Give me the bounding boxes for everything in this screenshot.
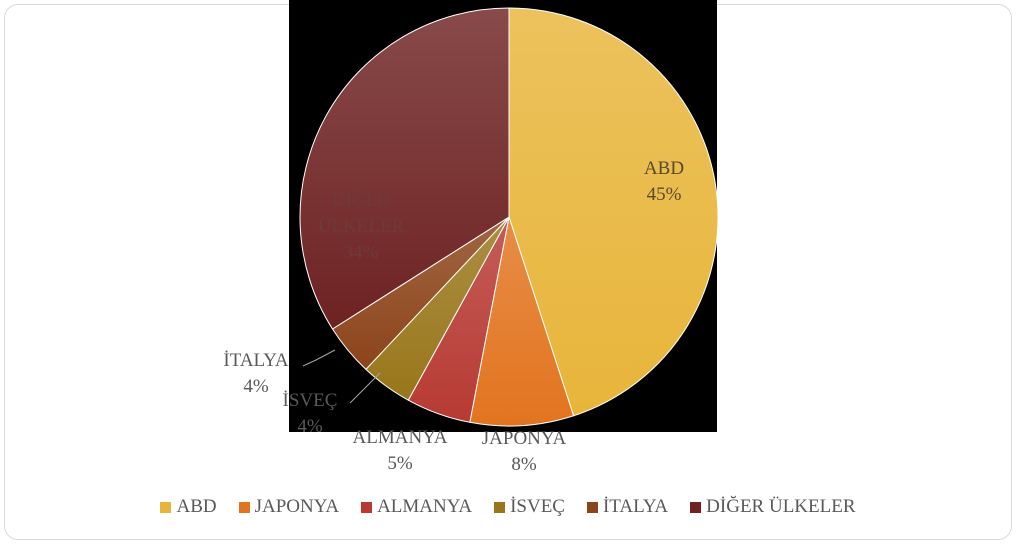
data-label-value: 4%	[297, 416, 323, 437]
data-label-name: ABD	[644, 158, 684, 179]
data-label-name: İTALYA	[223, 350, 288, 371]
data-label-name: JAPONYA	[482, 428, 567, 449]
legend-item-i-svec: İSVEÇ	[494, 496, 565, 518]
legend-item-i-talya: İTALYA	[586, 496, 669, 518]
leader-line-i-talya	[302, 349, 336, 367]
data-label-i-talya: İTALYA 4%	[223, 350, 288, 397]
data-label-japonya: JAPONYA 8%	[482, 428, 567, 475]
data-label-value: 5%	[387, 453, 413, 474]
legend-item-abd: ABD	[160, 496, 217, 518]
pie-slices	[299, 7, 719, 427]
data-label-di-ger-ulkeler: DİĞER ÜLKELER 34%	[318, 189, 405, 263]
data-label-name: İSVEÇ	[283, 390, 338, 411]
data-label-value: 34%	[344, 242, 379, 263]
legend-item-japonya: JAPONYA	[238, 496, 340, 518]
legend-label: DİĞER ÜLKELER	[706, 496, 856, 517]
pie-slice-di-ger-ulkeler	[299, 7, 510, 330]
pie-data-labels: ABD 45% JAPONYA 8% ALMANYA 5% İSVEÇ 4% İTALYA 4% D…	[223, 158, 684, 475]
legend-label: İTALYA	[602, 496, 669, 517]
legend-swatch	[494, 501, 506, 513]
leader-line-i-svec	[349, 372, 381, 404]
legend-label: ABD	[176, 496, 217, 517]
data-label-value: 4%	[243, 376, 269, 397]
legend-swatch	[238, 501, 250, 513]
legend-label: İSVEÇ	[510, 496, 565, 517]
data-label-name: DİĞER	[332, 189, 390, 211]
data-label-value: 45%	[647, 184, 682, 205]
pie-slice-abd	[508, 7, 719, 417]
data-label-almanya: ALMANYA 5%	[353, 427, 448, 474]
legend-item-di-ger-ulkeler: DİĞER ÜLKELER	[690, 496, 856, 518]
pie-slice-japonya	[469, 216, 575, 427]
legend-swatch	[160, 501, 172, 513]
legend-item-almanya: ALMANYA	[361, 496, 472, 518]
data-label-i-svec: İSVEÇ 4%	[283, 390, 338, 437]
legend-swatch	[361, 501, 373, 513]
legend-swatch	[690, 501, 702, 513]
data-label-value: 8%	[511, 454, 537, 475]
legend-label: ALMANYA	[377, 496, 473, 517]
data-label-abd: ABD 45%	[644, 158, 684, 205]
chart-legend: ABD JAPONYA ALMANYA İSVEÇ İTALYA DİĞER ÜLKELE…	[0, 492, 1016, 522]
legend-swatch	[586, 501, 598, 513]
data-label-name: ALMANYA	[353, 427, 448, 448]
legend-label: JAPONYA	[254, 496, 340, 517]
data-label-name: ÜLKELER	[318, 216, 405, 237]
